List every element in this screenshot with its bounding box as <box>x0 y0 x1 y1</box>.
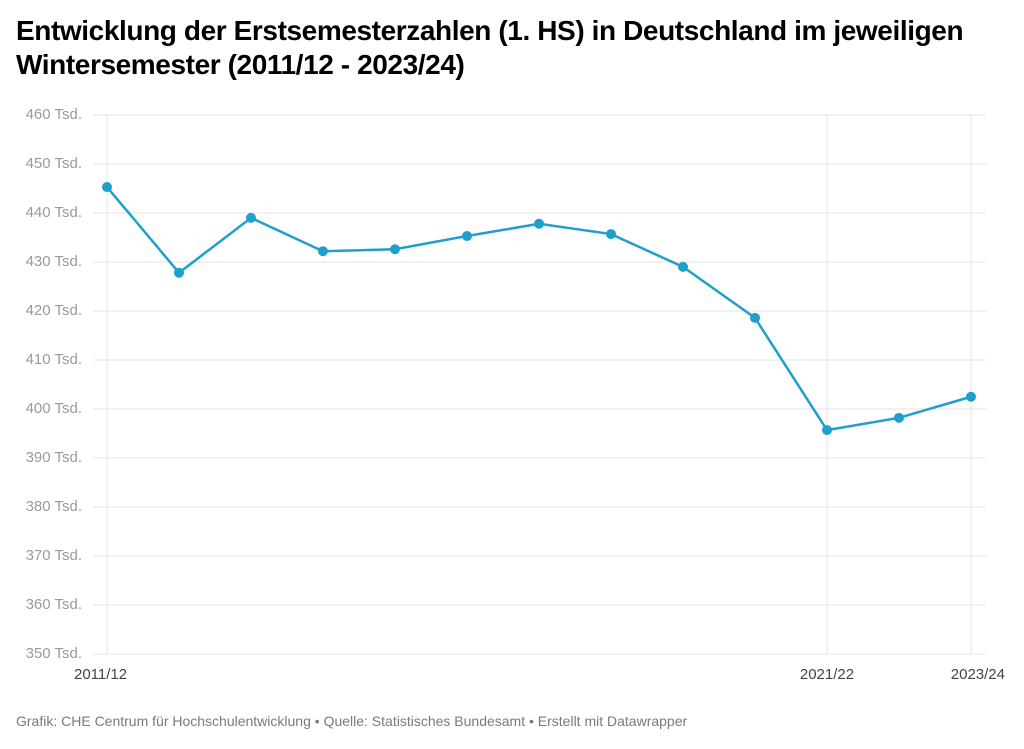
y-tick-label: 440 Tsd. <box>26 204 82 221</box>
data-point <box>102 182 112 193</box>
chart-title: Entwicklung der Erstsemesterzahlen (1. H… <box>16 15 964 80</box>
data-point <box>390 244 400 255</box>
data-point <box>318 246 328 257</box>
data-point <box>174 267 184 278</box>
data-point <box>966 391 976 402</box>
data-point <box>462 231 472 242</box>
y-tick-label: 430 Tsd. <box>26 253 82 270</box>
y-tick-label: 420 Tsd. <box>26 302 82 319</box>
y-tick-label: 460 Tsd. <box>26 106 82 123</box>
data-point <box>246 212 256 223</box>
data-point <box>606 229 616 240</box>
data-point <box>534 218 544 229</box>
y-tick-label: 390 Tsd. <box>26 449 82 466</box>
y-tick-label: 380 Tsd. <box>26 498 82 515</box>
y-tick-label: 350 Tsd. <box>26 645 82 662</box>
y-tick-label: 410 Tsd. <box>26 351 82 368</box>
data-point <box>894 412 904 423</box>
y-tick-label: 360 Tsd. <box>26 596 82 613</box>
data-point <box>678 261 688 272</box>
y-tick-label: 370 Tsd. <box>26 547 82 564</box>
data-point <box>750 312 760 323</box>
x-tick-label: 2023/24 <box>951 666 1005 683</box>
x-tick-label: 2021/22 <box>800 666 854 683</box>
y-tick-label: 450 Tsd. <box>26 155 82 172</box>
x-tick-label: 2011/12 <box>74 666 127 683</box>
data-point <box>822 425 832 436</box>
y-tick-label: 400 Tsd. <box>26 400 82 417</box>
chart: 350 Tsd. 360 Tsd. 370 Tsd. 380 Tsd. 390 Tsd.… <box>26 106 1005 683</box>
source-note: Grafik: CHE Centrum für Hochschulentwick… <box>16 713 688 729</box>
